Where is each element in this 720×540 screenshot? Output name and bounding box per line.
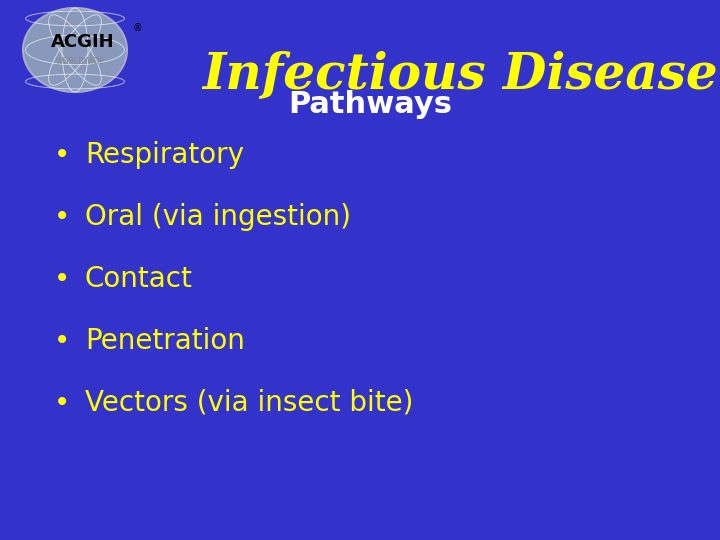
Text: •: • [54,389,70,417]
Text: •: • [54,327,70,355]
Text: •: • [54,141,70,169]
Text: ACGIH: ACGIH [51,33,114,51]
Text: Respiratory: Respiratory [85,141,244,169]
Text: Contact: Contact [85,265,193,293]
Ellipse shape [23,8,127,92]
Text: •: • [54,265,70,293]
Text: •: • [54,203,70,231]
Text: Vectors (via insect bite): Vectors (via insect bite) [85,389,413,417]
Text: Penetration: Penetration [85,327,245,355]
Text: Oral (via ingestion): Oral (via ingestion) [85,203,351,231]
Text: Infectious Disease: Infectious Disease [202,50,718,99]
Text: ®: ® [132,23,142,33]
Text: WORLDWIDE: WORLDWIDE [55,57,104,66]
Text: Pathways: Pathways [288,90,452,119]
